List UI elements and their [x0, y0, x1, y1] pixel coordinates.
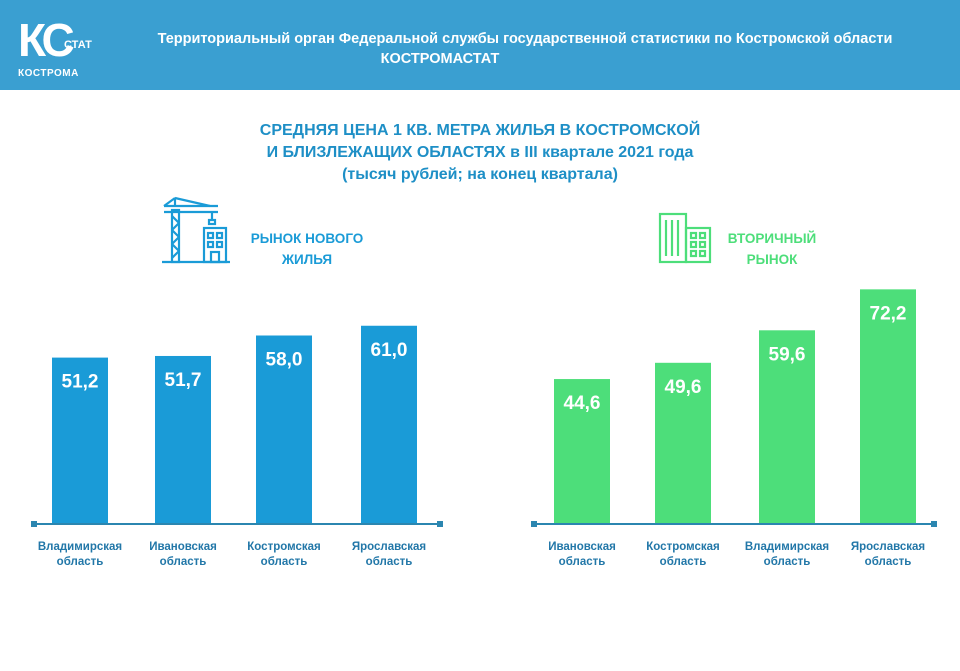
- section-label-secondary-market-line-1: ВТОРИЧНЫЙ: [727, 231, 817, 246]
- chart-title-line-1: СРЕДНЯЯ ЦЕНА 1 КВ. МЕТРА ЖИЛЬЯ В КОСТРОМ…: [259, 122, 701, 139]
- category-label: область: [865, 556, 912, 568]
- chart-title: СРЕДНЯЯ ЦЕНА 1 КВ. МЕТРА ЖИЛЬЯ В КОСТРОМ…: [180, 120, 780, 186]
- axis-end-marker: [531, 521, 537, 527]
- category-label: область: [764, 556, 811, 568]
- category-label: Владимирская: [745, 541, 829, 553]
- category-label: область: [57, 556, 104, 568]
- kostromastat-logo: КС СТАТ КОСТРОМА: [18, 12, 92, 82]
- bar-secondary-3: [860, 289, 916, 524]
- axis-end-marker: [931, 521, 937, 527]
- bar-value-label: 51,2: [62, 372, 99, 393]
- category-label: Владимирская: [38, 541, 122, 553]
- category-label: Ивановская: [149, 541, 217, 553]
- bar-value-label: 72,2: [870, 303, 907, 324]
- category-label: область: [559, 556, 606, 568]
- section-label-new-market-line-1: РЫНОК НОВОГО: [250, 231, 364, 246]
- category-label: область: [660, 556, 707, 568]
- bar-value-label: 59,6: [769, 344, 806, 365]
- bar-secondary-2: [759, 330, 815, 524]
- header-bar: КС СТАТ КОСТРОМА Территориальный орган Ф…: [0, 0, 960, 90]
- bar-new-2: [256, 335, 312, 524]
- bar-new-3: [361, 325, 417, 524]
- category-label: Ярославская: [352, 541, 426, 553]
- construction-crane-icon: [160, 196, 232, 264]
- bar-value-label: 49,6: [665, 377, 702, 398]
- category-label: область: [366, 556, 413, 568]
- category-label: область: [160, 556, 207, 568]
- category-label: Костромская: [646, 541, 719, 553]
- bar-value-label: 51,7: [165, 370, 202, 391]
- logo-sub: СТАТ: [64, 39, 92, 51]
- section-label-new-market-line-2: ЖИЛЬЯ: [281, 252, 333, 267]
- section-label-new-market: РЫНОК НОВОГО ЖИЛЬЯ: [232, 228, 382, 270]
- logo-city: КОСТРОМА: [18, 68, 79, 79]
- bar-secondary-1: [655, 362, 711, 524]
- bar-value-label: 44,6: [564, 393, 601, 414]
- apartment-buildings-icon: [656, 210, 716, 264]
- category-label: Ивановская: [548, 541, 616, 553]
- section-label-secondary-market: ВТОРИЧНЫЙ РЫНОК: [702, 228, 842, 270]
- chart-subtitle: (тысяч рублей; на конец квартала): [342, 166, 618, 183]
- category-label: Костромская: [247, 541, 320, 553]
- category-label: область: [261, 556, 308, 568]
- bar-value-label: 58,0: [266, 350, 303, 371]
- bar-secondary-0: [554, 379, 610, 524]
- org-short-name: КОСТРОМАСТАТ: [380, 51, 500, 67]
- category-label: Ярославская: [851, 541, 925, 553]
- bar-new-1: [155, 355, 211, 524]
- axis-end-marker: [31, 521, 37, 527]
- section-label-secondary-market-line-2: РЫНОК: [746, 252, 798, 267]
- bar-value-label: 61,0: [371, 340, 408, 361]
- axis-end-marker: [437, 521, 443, 527]
- bar-new-0: [52, 357, 108, 524]
- org-name: Территориальный орган Федеральной службы…: [157, 31, 893, 47]
- chart-title-line-2: И БЛИЗЛЕЖАЩИХ ОБЛАСТЯХ в III квартале 20…: [266, 144, 694, 161]
- logo-letters: КС: [18, 14, 75, 66]
